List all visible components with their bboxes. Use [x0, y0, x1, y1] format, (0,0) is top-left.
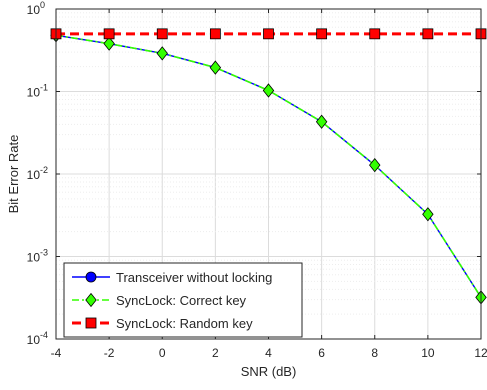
y-tick-exponent: -3 — [40, 248, 48, 258]
x-tick-label: 4 — [265, 346, 272, 360]
y-axis-label: Bit Error Rate — [6, 135, 21, 214]
data-point — [209, 60, 222, 75]
data-point — [103, 36, 115, 51]
data-point — [262, 83, 275, 98]
x-tick-label: 12 — [474, 346, 487, 360]
data-point — [369, 28, 381, 40]
x-tick-label: -4 — [51, 346, 62, 360]
data-point — [369, 158, 381, 173]
legend: Transceiver without locking SyncLock: Cor… — [63, 262, 303, 338]
y-tick-exponent: -1 — [40, 83, 48, 93]
data-point — [315, 114, 328, 129]
y-tick-label: 10 — [27, 251, 41, 265]
data-point — [85, 317, 97, 329]
y-tick-exponent: -2 — [40, 165, 48, 175]
y-tick-exponent: -4 — [40, 330, 48, 340]
data-point — [85, 271, 97, 283]
legend-label: SyncLock: Correct key — [116, 293, 247, 308]
data-point — [316, 28, 328, 40]
y-tick-label: 10 — [27, 333, 41, 347]
x-tick-label: 6 — [318, 346, 325, 360]
legend-label: SyncLock: Random key — [116, 316, 253, 331]
x-tick-label: 2 — [212, 346, 219, 360]
data-point — [156, 28, 168, 40]
y-tick-label: 10 — [27, 3, 41, 17]
legend-label: Transceiver without locking — [116, 270, 272, 285]
data-point — [156, 46, 168, 61]
x-tick-label: -2 — [104, 346, 115, 360]
data-point — [263, 28, 274, 40]
y-tick-label: 10 — [27, 86, 41, 100]
legend-entry: SyncLock: Correct key — [72, 292, 247, 308]
x-tick-label: 8 — [371, 346, 378, 360]
data-point — [422, 28, 434, 40]
data-point — [103, 28, 115, 40]
data-point — [422, 207, 434, 222]
data-point — [209, 28, 221, 40]
y-tick-label: 10 — [27, 168, 41, 182]
data-point — [85, 292, 97, 308]
x-tick-label: 0 — [159, 346, 166, 360]
legend-entry: Transceiver without locking — [72, 270, 272, 285]
x-axis-label: SNR (dB) — [241, 364, 297, 379]
y-tick-exponent: 0 — [40, 0, 45, 10]
x-tick-label: 10 — [421, 346, 435, 360]
legend-entry: SyncLock: Random key — [72, 316, 253, 331]
